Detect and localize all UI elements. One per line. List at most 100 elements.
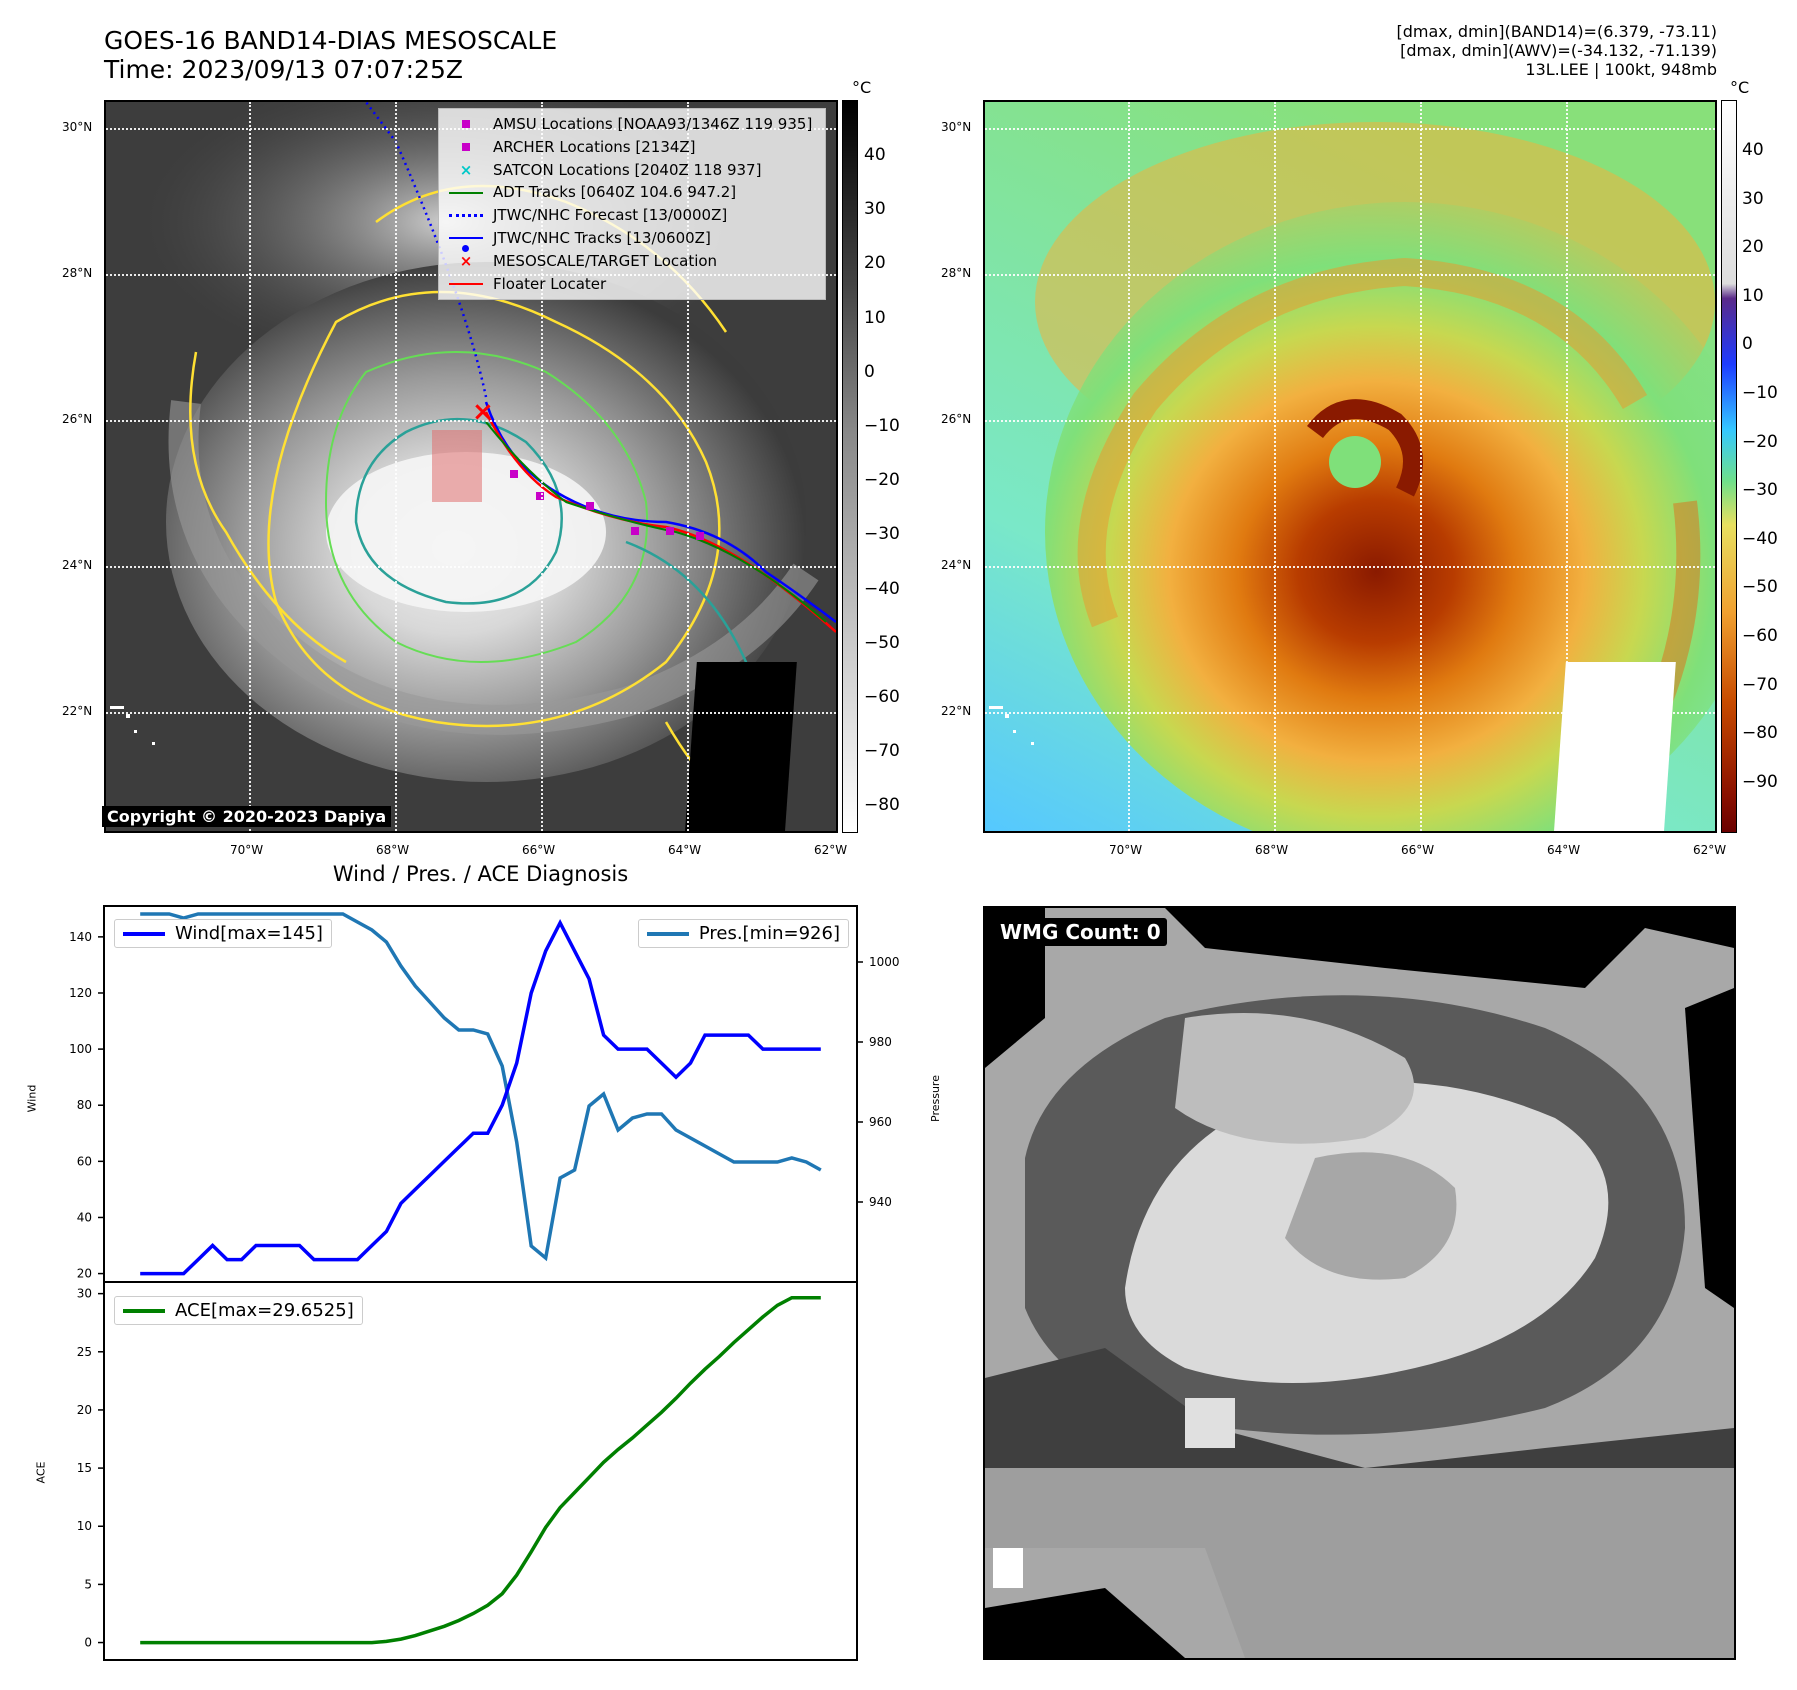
wind-axis-ticklabel-5: 120: [69, 986, 92, 1000]
ace-axis-ticklabel-2: 10: [77, 1519, 92, 1533]
legend-item-forecast: JTWC/NHC Forecast [13/0000Z]: [447, 204, 817, 227]
colorbar-right-tick-2: 20: [1742, 237, 1764, 258]
wmg-imagery: [985, 908, 1734, 1658]
ace-axis-ticklabel-5: 25: [77, 1345, 92, 1359]
colorbar-right-tick-12: −80: [1742, 723, 1778, 744]
gridline-lon-64-right: [1566, 102, 1568, 831]
lat-label-22-left: 22°N: [62, 704, 93, 718]
lat-label-24-right: 24°N: [941, 558, 972, 572]
gridline-lon-70-right: [1128, 102, 1130, 831]
colorbar-left-tick-7: −30: [864, 524, 900, 545]
colorbar-right: [1721, 100, 1737, 833]
colorbar-right-tick-1: 30: [1742, 188, 1764, 209]
lat-label-30-left: 30°N: [62, 120, 93, 134]
lon-label-64-right: 64°W: [1547, 843, 1581, 857]
colorbar-right-tick-6: −20: [1742, 431, 1778, 452]
gridline-lon-68-right: [1274, 102, 1276, 831]
colorbar-left: [842, 100, 858, 833]
lat-label-26-left: 26°N: [62, 412, 93, 426]
target-marker: ×: [472, 397, 494, 427]
colorbar-left-tick-5: −10: [864, 416, 900, 436]
gridline-lat-28-right: [985, 274, 1715, 276]
ace-axis-ticklabel-3: 15: [77, 1461, 92, 1475]
wmg-count-badge: WMG Count: 0: [994, 918, 1167, 946]
ace-axis-ticklabel-6: 30: [77, 1287, 92, 1301]
colorbar-left-unit: °C: [852, 78, 872, 97]
wind-legend-swatch: [123, 931, 165, 936]
wmg-panel: [983, 906, 1736, 1660]
wind-axis-ticklabel-1: 40: [77, 1210, 92, 1224]
ir-enhanced-imagery: [985, 102, 1715, 831]
wind-line: [140, 918, 821, 1276]
gridline-lat-24-right: [985, 566, 1715, 568]
contour-green: [324, 351, 649, 663]
colorbar-left-tick-3: 10: [864, 307, 886, 328]
ace-legend: ACE[max=29.6525]: [114, 1296, 363, 1325]
lat-label-24-left: 24°N: [62, 558, 93, 572]
ir-enhanced-map: [983, 100, 1717, 833]
gridline-lon-70: [249, 102, 251, 831]
gridline-lat-30-right: [985, 128, 1715, 130]
lon-label-64-left: 64°W: [668, 843, 702, 857]
gridline-lon-68: [395, 102, 397, 831]
info-line-3: 13L.LEE | 100kt, 948mb: [1525, 60, 1717, 79]
islands-right: [989, 706, 1034, 745]
colorbar-left-tick-2: 20: [864, 253, 886, 274]
lat-label-26-right: 26°N: [941, 412, 972, 426]
colorbar-right-tick-8: −40: [1742, 528, 1778, 549]
ace-axis-label: ACE: [34, 1461, 48, 1484]
legend-item-archer: ARCHER Locations [2134Z]: [447, 136, 817, 159]
amsu-markers: [510, 470, 704, 540]
adt-track: [485, 421, 827, 623]
colorbar-right-tick-10: −60: [1742, 626, 1778, 646]
gridline-lon-66-right: [1420, 102, 1422, 831]
pressure-axis-ticklabel-3: 1000: [869, 955, 900, 969]
ace-axis-ticklabel-0: 0: [84, 1636, 92, 1650]
pressure-axis-ticklabel-2: 980: [869, 1035, 892, 1049]
ace-line: [140, 1295, 821, 1645]
colorbar-right-tick-4: 0: [1742, 334, 1753, 355]
copyright-badge: Copyright © 2020-2023 Dapiya: [102, 806, 392, 827]
wind-axis-label: Wind: [25, 1084, 39, 1113]
legend-item-target: × MESOSCALE/TARGET Location: [459, 251, 718, 270]
wind-axis-ticklabel-2: 60: [77, 1154, 92, 1168]
title-line-2: Time: 2023/09/13 07:07:25Z: [104, 55, 463, 84]
lon-label-62-left: 62°W: [814, 843, 848, 857]
wind-legend: Wind[max=145]: [114, 919, 332, 948]
info-line-2: [dmax, dmin](AWV)=(-34.132, -71.139): [1400, 41, 1717, 60]
pressure-axis-ticklabel-1: 960: [869, 1115, 892, 1129]
map-legend: AMSU Locations [NOAA93/1346Z 119 935] AR…: [438, 108, 826, 301]
colorbar-right-tick-0: 40: [1742, 140, 1764, 160]
wind-axis-ticklabel-4: 100: [69, 1042, 92, 1056]
colorbar-left-tick-0: 40: [864, 145, 886, 165]
figure-title: GOES-16 BAND14-DIAS MESOSCALE Time: 2023…: [104, 26, 557, 84]
wind-pressure-frame: [103, 905, 858, 1283]
colorbar-right-tick-13: −90: [1742, 771, 1778, 792]
legend-item-tracks: JTWC/NHC Tracks [13/0600Z]: [447, 227, 817, 253]
colorbar-right-tick-5: −10: [1742, 383, 1778, 403]
lat-label-28-left: 28°N: [62, 266, 93, 280]
gridline-lat-24: [106, 566, 836, 568]
observed-track: [484, 401, 836, 624]
colorbar-left-tick-12: −80: [864, 795, 900, 816]
lon-label-66-left: 66°W: [522, 843, 556, 857]
colorbar-left-tick-10: −60: [864, 687, 900, 707]
lat-label-28-right: 28°N: [941, 266, 972, 280]
diagnosis-title: Wind / Pres. / ACE Diagnosis: [332, 862, 629, 886]
pressure-legend-swatch: [646, 931, 689, 936]
wind-axis-ticklabel-0: 20: [77, 1267, 92, 1281]
pressure-line: [140, 912, 822, 1262]
ace-legend-swatch: [123, 1308, 165, 1313]
colorbar-left-tick-6: −20: [864, 470, 900, 491]
colorbar-left-tick-11: −70: [864, 741, 900, 762]
legend-item-satcon: × SATCON Locations [2040Z 118 937]: [459, 160, 762, 179]
pressure-legend: Pres.[min=926]: [637, 919, 849, 948]
islands: [110, 706, 155, 745]
legend-item-floater: Floater Locater: [447, 273, 817, 296]
legend-item-adt: ADT Tracks [0640Z 104.6 947.2]: [447, 181, 817, 204]
pressure-axis-label: Pressure: [928, 1075, 942, 1122]
gridline-lon-64: [687, 102, 689, 831]
lon-label-70-right: 70°W: [1109, 843, 1143, 857]
gridline-lat-22-right: [985, 712, 1715, 714]
colorbar-right-tick-3: 10: [1742, 285, 1764, 306]
